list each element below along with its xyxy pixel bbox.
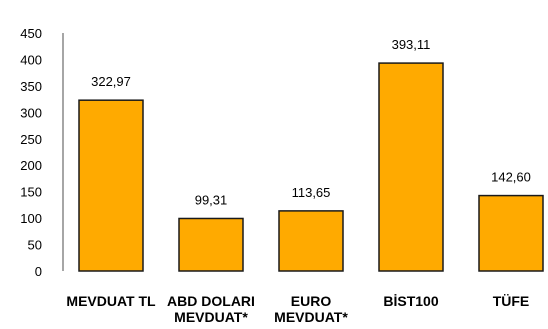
y-tick-label: 350 (20, 79, 42, 94)
bar (78, 99, 144, 272)
bar-value-label: 99,31 (195, 192, 228, 207)
category-label-line: TÜFE (493, 293, 530, 309)
category-label: ABD DOLARI MEVDUAT* (167, 293, 255, 325)
bars (78, 62, 544, 272)
bar (478, 194, 544, 272)
category-label: MEVDUAT TL (66, 293, 156, 309)
category-label-line: ABD DOLARI (167, 293, 255, 309)
category-label-line: MEVDUAT* (174, 309, 248, 325)
category-labels: MEVDUAT TL ABD DOLARI MEVDUAT*EURO MEVDUAT*… (66, 293, 529, 325)
y-tick-label: 150 (20, 185, 42, 200)
category-label-line: MEVDUAT TL (66, 293, 156, 309)
y-tick-label: 400 (20, 52, 42, 67)
category-label: TÜFE (493, 293, 530, 309)
category-label-line: MEVDUAT* (274, 309, 348, 325)
bar-value-label: 113,65 (292, 185, 331, 200)
y-tick-label: 50 (28, 238, 42, 253)
y-tick-label: 0 (35, 264, 42, 279)
bar (178, 217, 244, 272)
y-tick-label: 250 (20, 132, 42, 147)
y-tick-label: 100 (20, 211, 42, 226)
bar (278, 210, 344, 272)
y-tick-label: 450 (20, 26, 42, 41)
data-labels: 322,97 99,31 113,65 393,11 142,60 (91, 37, 531, 207)
category-label-line: EURO (291, 293, 332, 309)
y-tick-label: 300 (20, 105, 42, 120)
category-label-line: BİST100 (383, 293, 438, 309)
bar (378, 62, 444, 272)
category-label: BİST100 (383, 293, 438, 309)
bar-value-label: 393,11 (392, 37, 431, 52)
y-axis: 0 50 100 150 200 250 300 350 400 450 (20, 26, 64, 279)
bar-value-label: 322,97 (91, 74, 131, 89)
bar-value-label: 142,60 (491, 170, 531, 185)
y-tick-label: 200 (20, 158, 42, 173)
category-label: EURO MEVDUAT* (274, 293, 348, 325)
